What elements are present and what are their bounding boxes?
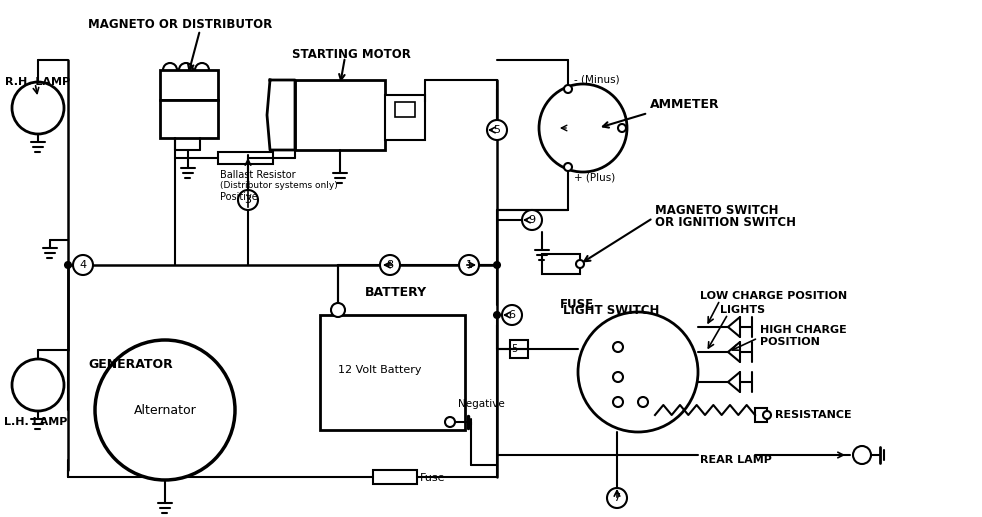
Text: STARTING MOTOR: STARTING MOTOR [292,49,410,62]
Text: Fuse: Fuse [420,473,446,483]
Bar [385,95,425,140]
Circle shape [12,359,64,411]
Text: - (Minus): - (Minus) [574,74,620,84]
Text: POSITION: POSITION [760,337,820,347]
Circle shape [853,446,871,464]
Text: R.H. LAMP: R.H. LAMP [5,77,70,87]
Text: LOW CHARGE POSITION: LOW CHARGE POSITION [700,291,847,301]
Circle shape [613,372,623,382]
Circle shape [618,124,626,132]
Bar [295,80,385,150]
Text: RESISTANCE: RESISTANCE [775,410,851,420]
Text: Alternator: Alternator [134,403,196,417]
Bar [160,100,218,138]
Text: Ballast Resistor: Ballast Resistor [220,170,296,180]
Circle shape [564,85,572,93]
Bar [755,408,767,422]
Text: AMMETER: AMMETER [650,99,720,112]
Polygon shape [267,80,295,150]
Bar [395,102,415,117]
Text: OR IGNITION SWITCH: OR IGNITION SWITCH [655,217,796,230]
Circle shape [12,82,64,134]
Text: L.H. LAMP: L.H. LAMP [4,417,68,427]
Text: GENERATOR: GENERATOR [88,358,173,372]
Bar [218,152,273,164]
Circle shape [539,84,627,172]
Text: 7: 7 [614,493,621,503]
Text: HIGH CHARGE: HIGH CHARGE [760,325,846,335]
Circle shape [578,312,698,432]
Text: REAR LAMP: REAR LAMP [700,455,772,465]
Circle shape [445,417,455,427]
Text: MAGNETO SWITCH: MAGNETO SWITCH [655,204,779,217]
Circle shape [494,262,500,268]
Circle shape [522,210,542,230]
Text: Negative: Negative [458,399,505,409]
Circle shape [331,303,345,317]
Circle shape [238,190,258,210]
Bar [373,470,417,484]
Circle shape [487,120,507,140]
Circle shape [613,397,623,407]
Text: 5: 5 [494,125,501,135]
Text: + (Plus): + (Plus) [574,172,616,182]
Circle shape [576,260,584,268]
Bar [542,254,580,274]
Text: 1: 1 [465,260,472,270]
Circle shape [502,305,522,325]
Bar [320,315,465,430]
Circle shape [95,340,235,480]
Text: (Distributor systems only): (Distributor systems only) [220,181,338,190]
Text: Positive: Positive [220,192,257,202]
Text: FUSE: FUSE [560,298,594,312]
Text: LIGHTS: LIGHTS [720,305,765,315]
Circle shape [380,255,400,275]
Text: 6: 6 [509,310,516,320]
Bar [510,340,528,358]
Text: 9: 9 [528,215,535,225]
Bar [160,70,218,100]
Circle shape [564,163,572,171]
Text: 12 Volt Battery: 12 Volt Battery [338,365,421,375]
Text: 5: 5 [511,344,518,354]
Text: 4: 4 [80,260,86,270]
Circle shape [763,411,771,419]
Text: LIGHT SWITCH: LIGHT SWITCH [563,303,659,316]
Text: 3: 3 [245,195,251,205]
Circle shape [613,342,623,352]
Circle shape [638,397,648,407]
Text: MAGNETO OR DISTRIBUTOR: MAGNETO OR DISTRIBUTOR [88,19,272,32]
Text: 8: 8 [387,260,394,270]
Circle shape [607,488,627,508]
Circle shape [73,255,93,275]
Circle shape [459,255,479,275]
Text: BATTERY: BATTERY [365,285,427,298]
Circle shape [65,262,71,268]
Circle shape [494,312,500,318]
